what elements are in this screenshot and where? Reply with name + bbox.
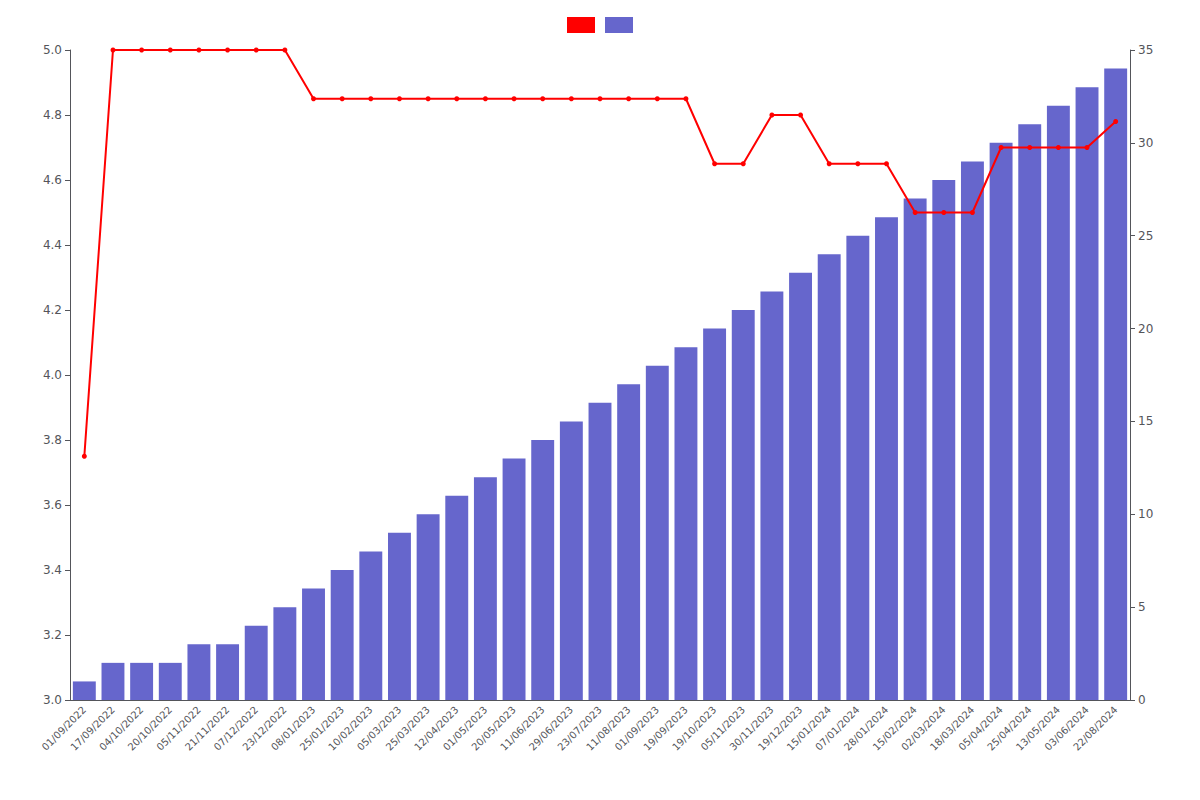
svg-text:29/06/2023: 29/06/2023 [526, 704, 576, 753]
svg-text:03/06/2024: 03/06/2024 [1042, 704, 1091, 753]
svg-text:18/03/2024: 18/03/2024 [927, 704, 977, 753]
svg-text:22/08/2024: 22/08/2024 [1071, 704, 1119, 752]
svg-text:4.4: 4.4 [43, 238, 62, 252]
svg-text:4.2: 4.2 [43, 303, 62, 317]
svg-text:4.0: 4.0 [43, 368, 62, 382]
svg-text:08/01/2023: 08/01/2023 [268, 704, 318, 753]
svg-text:04/10/2022: 04/10/2022 [97, 704, 146, 753]
svg-text:3.2: 3.2 [43, 628, 62, 642]
svg-text:20/10/2022: 20/10/2022 [125, 704, 175, 753]
svg-text:4.6: 4.6 [43, 173, 62, 187]
svg-text:28/01/2024: 28/01/2024 [841, 704, 891, 753]
svg-text:15/02/2024: 15/02/2024 [870, 704, 919, 753]
svg-text:23/07/2023: 23/07/2023 [555, 704, 604, 753]
svg-text:01/05/2023: 01/05/2023 [440, 704, 490, 753]
svg-text:01/09/2022: 01/09/2022 [39, 704, 89, 753]
svg-text:3.0: 3.0 [43, 693, 62, 707]
svg-text:25/03/2023: 25/03/2023 [383, 704, 432, 753]
svg-text:11/08/2023: 11/08/2023 [584, 704, 633, 753]
svg-text:07/12/2022: 07/12/2022 [211, 704, 261, 753]
svg-text:20: 20 [1138, 322, 1153, 336]
svg-text:05/11/2023: 05/11/2023 [698, 704, 748, 753]
svg-text:19/09/2023: 19/09/2023 [641, 704, 690, 753]
svg-text:20/05/2023: 20/05/2023 [469, 704, 518, 753]
svg-text:05/04/2024: 05/04/2024 [956, 704, 1005, 753]
svg-text:30/11/2023: 30/11/2023 [727, 704, 776, 753]
svg-text:0: 0 [1138, 693, 1146, 707]
svg-text:12/04/2023: 12/04/2023 [412, 704, 461, 753]
svg-text:02/03/2024: 02/03/2024 [899, 704, 948, 753]
svg-text:25/04/2024: 25/04/2024 [985, 704, 1034, 753]
svg-text:5: 5 [1138, 600, 1146, 614]
svg-text:5.0: 5.0 [43, 43, 62, 57]
svg-text:01/09/2023: 01/09/2023 [612, 704, 662, 753]
svg-text:15/01/2024: 15/01/2024 [784, 704, 834, 753]
svg-text:25/01/2023: 25/01/2023 [297, 704, 347, 753]
svg-text:30: 30 [1138, 136, 1153, 150]
svg-text:07/01/2024: 07/01/2024 [813, 704, 862, 753]
svg-text:19/12/2023: 19/12/2023 [756, 704, 805, 753]
svg-text:3.6: 3.6 [43, 498, 62, 512]
svg-text:4.8: 4.8 [43, 108, 62, 122]
svg-text:19/10/2023: 19/10/2023 [670, 704, 719, 753]
svg-text:25: 25 [1138, 229, 1153, 243]
svg-text:3.8: 3.8 [43, 433, 62, 447]
svg-text:13/05/2024: 13/05/2024 [1013, 704, 1063, 753]
svg-text:21/11/2022: 21/11/2022 [183, 704, 232, 753]
svg-text:35: 35 [1138, 43, 1153, 57]
svg-text:15: 15 [1138, 414, 1153, 428]
svg-text:10: 10 [1138, 507, 1153, 521]
svg-text:05/11/2022: 05/11/2022 [154, 704, 203, 753]
svg-text:10/02/2023: 10/02/2023 [326, 704, 375, 753]
svg-text:11/06/2023: 11/06/2023 [498, 704, 547, 753]
svg-text:17/09/2022: 17/09/2022 [68, 704, 117, 753]
svg-text:3.4: 3.4 [43, 563, 62, 577]
svg-text:05/03/2023: 05/03/2023 [354, 704, 404, 753]
svg-text:23/12/2022: 23/12/2022 [240, 704, 289, 753]
